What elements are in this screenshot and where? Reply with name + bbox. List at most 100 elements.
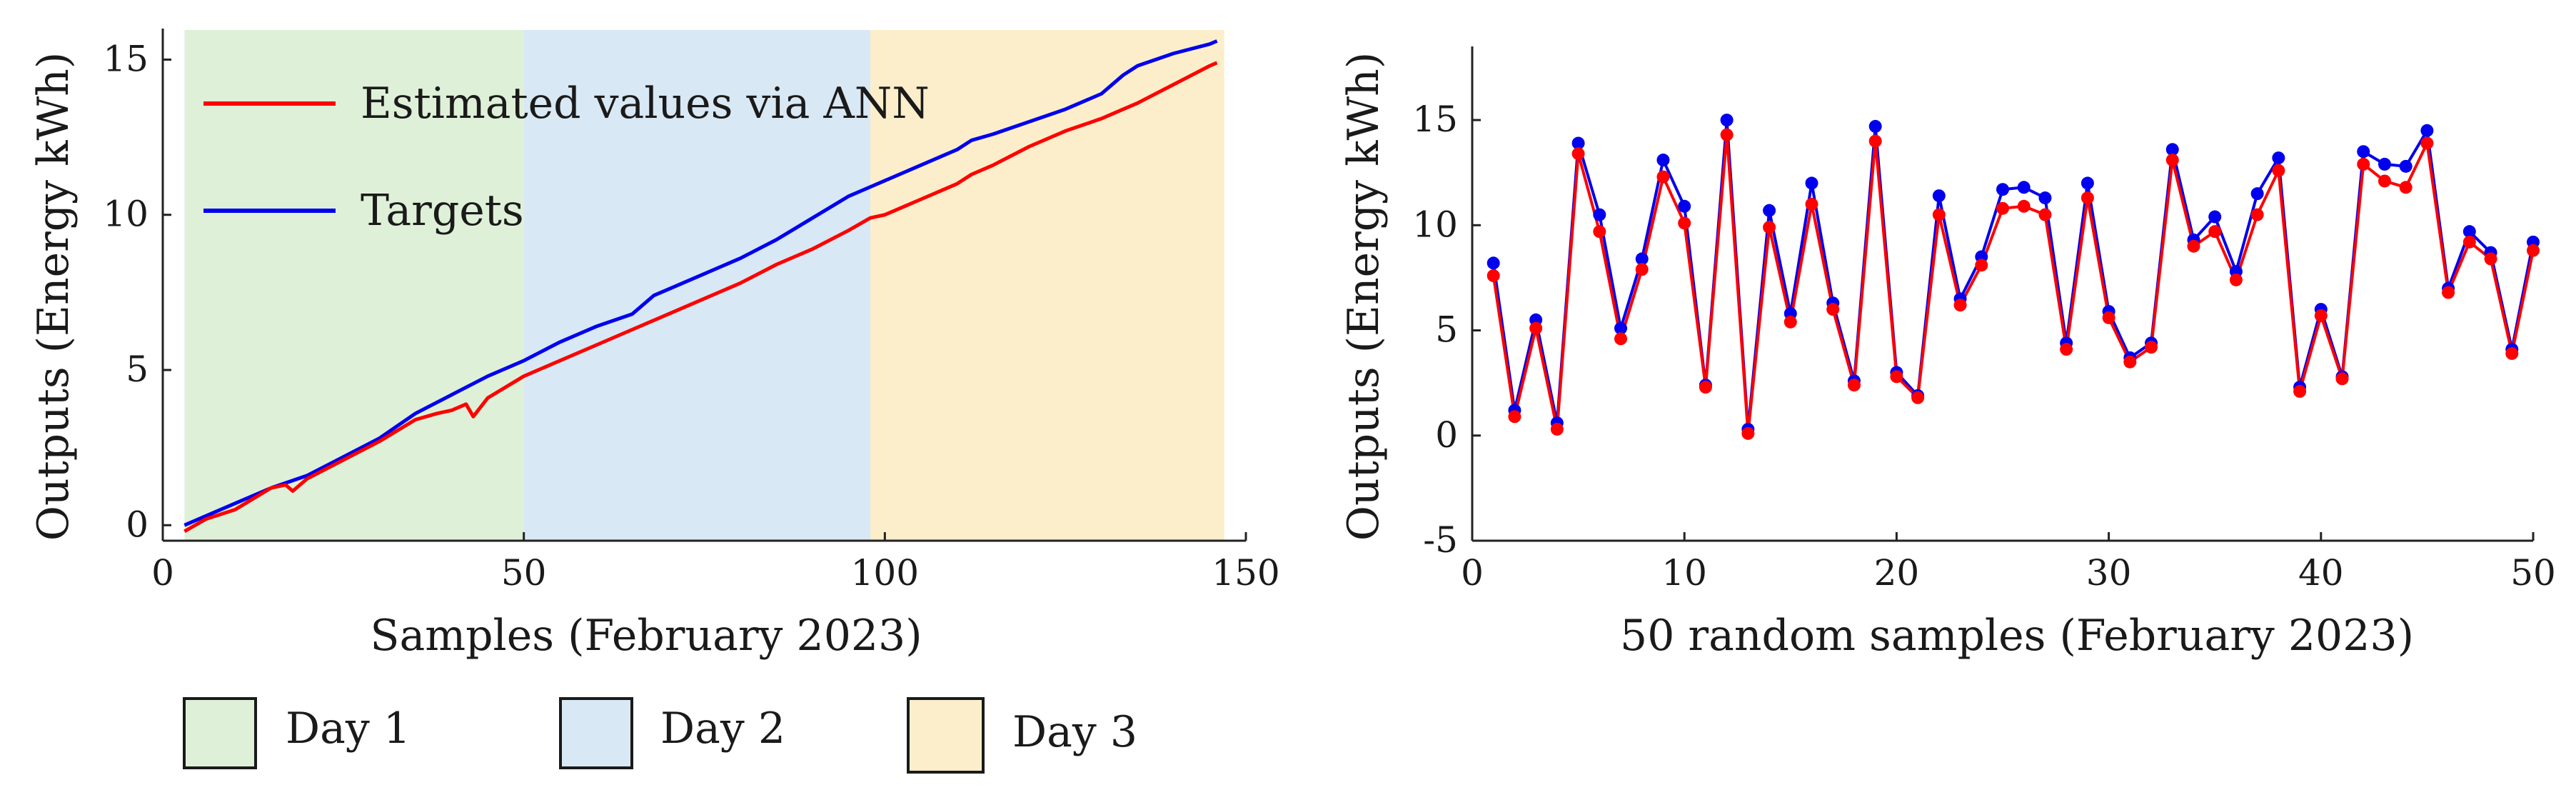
data-point-targets [2038,191,2052,205]
data-point-estimated-values-via-ann [1783,315,1797,329]
data-point-targets [2017,181,2031,194]
x-axis-label: 50 random samples (February 2023) [1620,611,2414,661]
data-point-estimated-values-via-ann [1699,381,1712,394]
x-tick-label: 100 [851,552,919,594]
data-point-estimated-values-via-ann [1635,263,1649,276]
y-axis-label: Outputs (Energy kWh) [29,52,79,541]
x-axis-label: Samples (February 2023) [370,611,922,661]
data-point-estimated-values-via-ann [1996,201,2009,215]
data-point-estimated-values-via-ann [2060,343,2073,356]
data-point-estimated-values-via-ann [1805,197,1818,211]
data-point-targets [1763,204,1776,217]
data-point-estimated-values-via-ann [2081,191,2094,205]
data-point-estimated-values-via-ann [2527,244,2540,257]
x-tick-label: 0 [1461,552,1484,594]
data-point-targets [1868,119,1882,133]
y-tick-label: 5 [126,349,149,390]
data-point-estimated-values-via-ann [1911,391,1925,404]
data-point-estimated-values-via-ann [1614,332,1628,346]
data-point-estimated-values-via-ann [2208,225,2222,239]
data-point-estimated-values-via-ann [2357,157,2370,171]
data-point-targets [1656,154,1670,167]
data-point-targets [1614,321,1628,335]
data-point-estimated-values-via-ann [2272,164,2285,177]
data-point-targets [1996,183,2009,196]
data-point-targets [2165,143,2179,156]
axes [1471,46,2535,542]
data-point-estimated-values-via-ann [2442,286,2455,299]
data-point-estimated-values-via-ann [2420,136,2434,150]
axes [161,29,1247,542]
data-point-estimated-values-via-ann [1550,422,1564,436]
x-tick-label: 0 [151,552,174,594]
data-point-targets [2420,124,2434,137]
data-point-estimated-values-via-ann [1868,134,1882,148]
series-group [183,39,1218,534]
data-point-estimated-values-via-ann [1763,221,1776,234]
x-tick-label: 50 [2510,552,2556,594]
data-point-targets [1720,114,1734,127]
data-point-estimated-values-via-ann [1529,321,1543,335]
data-point-estimated-values-via-ann [1953,299,1967,312]
data-point-targets [2272,151,2285,165]
day2-swatch [559,697,633,769]
y-tick-label: 15 [1412,99,1458,140]
data-point-estimated-values-via-ann [2335,372,2349,386]
band-day-2 [523,30,871,541]
data-point-estimated-values-via-ann [2399,181,2413,194]
data-point-estimated-values-via-ann [2187,239,2200,253]
data-point-targets [2081,176,2094,190]
y-tick-label: 10 [103,194,149,235]
data-point-estimated-values-via-ann [1656,170,1670,184]
data-point-estimated-values-via-ann [2017,199,2031,213]
data-point-estimated-values-via-ann [1890,370,1903,384]
series-group [1486,114,2540,440]
data-point-estimated-values-via-ann [1571,147,1585,161]
data-point-estimated-values-via-ann [1720,128,1734,141]
x-tick-label: 10 [1661,552,1707,594]
data-point-targets [1571,136,1585,150]
y-tick-label: 0 [1435,414,1458,456]
data-point-estimated-values-via-ann [2293,384,2307,398]
data-point-estimated-values-via-ann [2314,309,2328,322]
data-point-estimated-values-via-ann [2145,341,2158,354]
data-point-estimated-values-via-ann [2484,252,2497,266]
y-tick-label: 10 [1412,204,1458,245]
data-point-targets [1486,256,1500,270]
legend-label-estimated: Estimated values via ANN [361,79,930,129]
day-bands [184,30,1224,541]
y-tick-label: 15 [103,38,149,79]
y-tick-label: 0 [126,504,149,545]
day3-label: Day 3 [1012,707,1137,757]
data-point-targets [1678,199,1691,213]
data-point-targets [1635,252,1649,266]
data-point-estimated-values-via-ann [2505,346,2519,360]
data-point-estimated-values-via-ann [1826,303,1840,316]
data-point-estimated-values-via-ann [1593,225,1606,239]
day-legend: Day 1 Day 2 Day 3 [183,697,1137,774]
series-line-estimated-values-via-ann [1491,133,2535,435]
legend-label-targets: Targets [361,186,524,236]
data-point-estimated-values-via-ann [1932,208,1946,221]
x-tick-label: 40 [2298,552,2344,594]
data-point-estimated-values-via-ann [1975,259,1988,272]
tick-labels: 0 50 100 150 0 5 10 15 [103,38,1279,594]
series-line-targets [183,39,1218,527]
x-tick-label: 30 [2086,552,2132,594]
data-point-targets [1932,189,1946,203]
data-point-targets [2399,159,2413,173]
x-tick-label: 50 [501,552,547,594]
data-point-estimated-values-via-ann [1508,410,1521,424]
data-point-estimated-values-via-ann [2165,154,2179,167]
data-point-targets [1805,176,1818,190]
data-point-estimated-values-via-ann [2250,208,2264,221]
day3-swatch [907,697,985,774]
data-point-estimated-values-via-ann [1741,426,1755,440]
day1-label: Day 1 [286,704,411,754]
data-point-targets [1593,208,1606,221]
data-point-estimated-values-via-ann [1847,379,1861,392]
data-point-estimated-values-via-ann [2102,311,2115,324]
